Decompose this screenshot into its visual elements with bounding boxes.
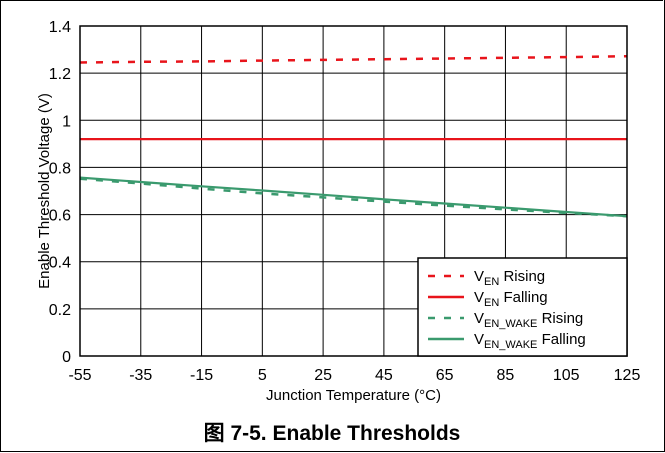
x-tick-label: 85 [497, 367, 515, 384]
y-tick-label: 0 [62, 349, 71, 366]
x-tick-label: 105 [553, 367, 580, 384]
y-tick-label: 1.2 [49, 66, 71, 83]
y-tick-label: 0.6 [49, 208, 71, 225]
y-tick-label: 0.2 [49, 302, 71, 319]
x-tick-label: 25 [314, 367, 332, 384]
y-tick-labels: 0 0.2 0.4 0.6 0.8 1 1.2 1.4 [49, 19, 71, 366]
x-tick-label: 5 [258, 367, 267, 384]
x-tick-label: -35 [129, 367, 152, 384]
y-tick-label: 1.4 [49, 19, 71, 36]
figure-top-rule [0, 0, 663, 1]
x-tick-label: -15 [190, 367, 213, 384]
series-line-4 [79, 176, 628, 218]
legend-label: VEN Falling [474, 289, 548, 309]
series-line-1 [79, 54, 628, 64]
x-axis-title: Junction Temperature (°C) [266, 387, 441, 404]
x-tick-label: 65 [436, 367, 454, 384]
legend-label: VEN_WAKE Falling [474, 331, 586, 351]
y-axis-title: Enable Threshold Voltage (V) [36, 93, 53, 289]
y-tick-label: 1 [62, 113, 71, 130]
legend-label: VEN_WAKE Rising [474, 310, 583, 330]
x-tick-label: 45 [375, 367, 393, 384]
y-tick-label: 0.8 [49, 160, 71, 177]
x-tick-labels: -55 -35 -15 5 25 45 65 85 105 125 [68, 367, 640, 384]
legend-label: VEN Rising [474, 268, 545, 288]
plot-border [79, 25, 628, 357]
y-tick-label: 0.4 [49, 255, 71, 272]
x-tick-label: 125 [614, 367, 641, 384]
series-layer [79, 54, 628, 218]
series-line-3 [79, 177, 628, 218]
x-tick-label: -55 [68, 367, 91, 384]
figure-caption: 图 7-5. Enable Thresholds [204, 422, 461, 445]
